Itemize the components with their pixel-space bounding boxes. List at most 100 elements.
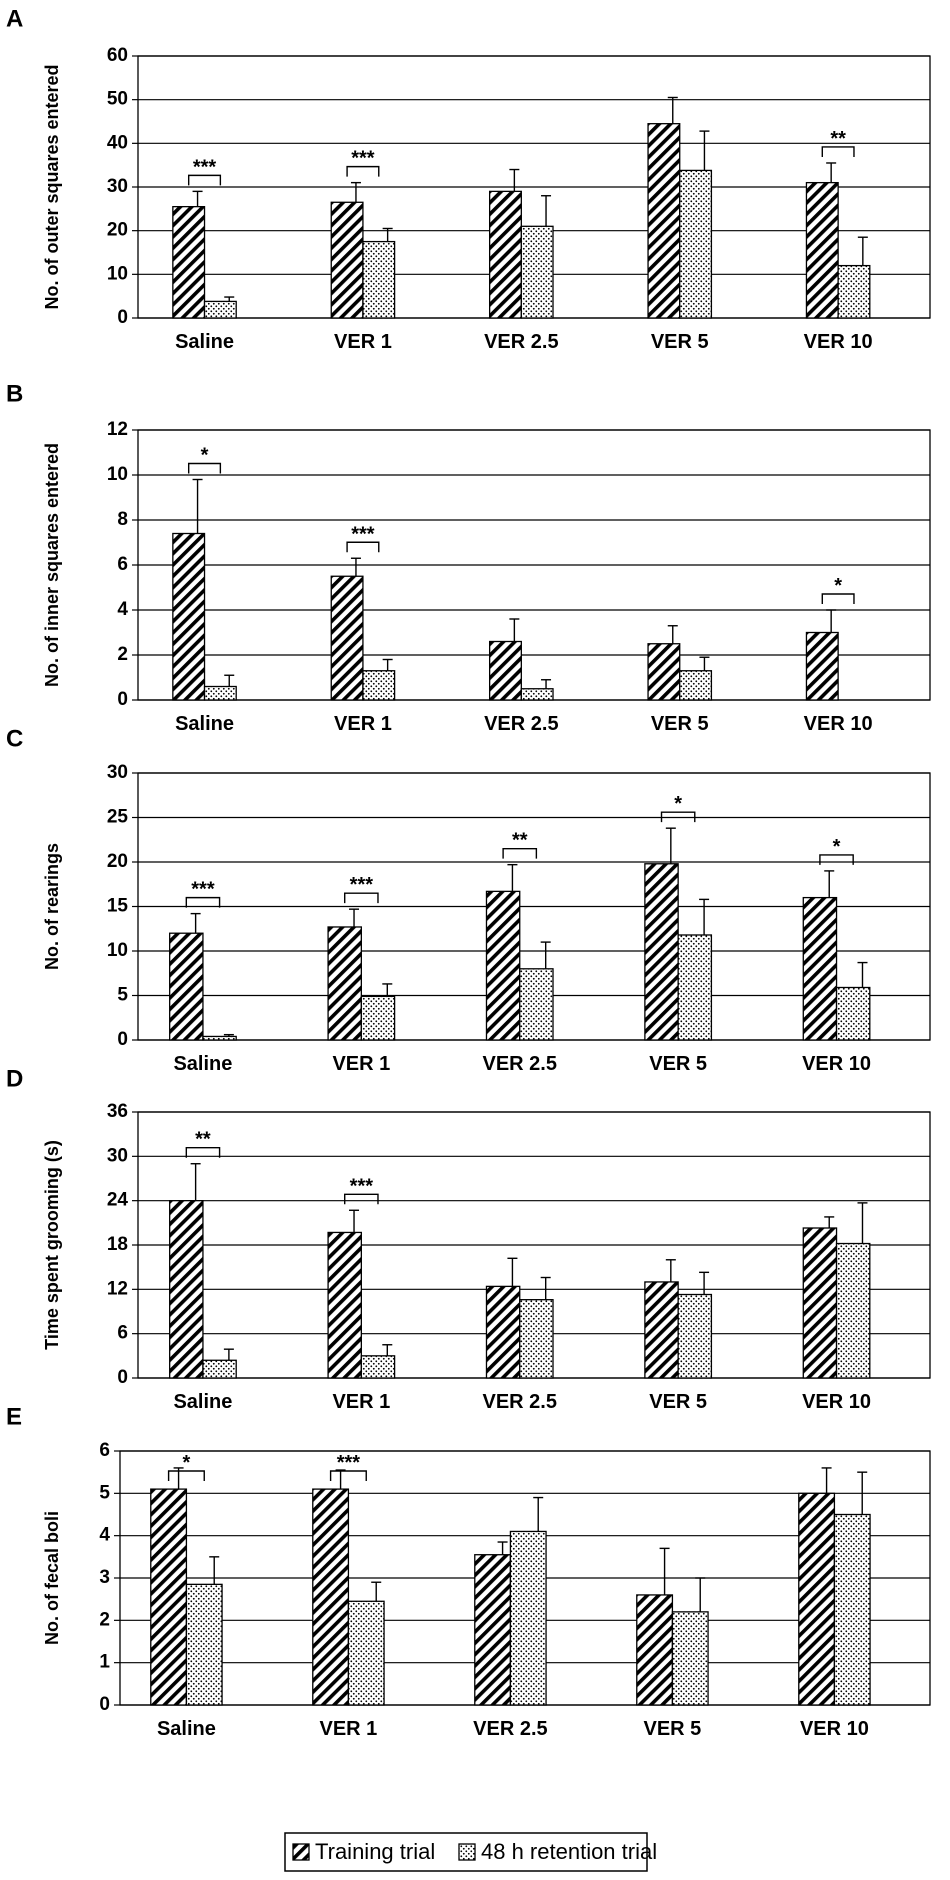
y-tick-label: 30 <box>107 762 128 783</box>
bar-training <box>172 532 206 701</box>
bar-training <box>474 1554 512 1706</box>
significance-label: * <box>674 793 682 815</box>
y-tick-label: 30 <box>107 176 128 197</box>
y-axis-label: No. of outer squares entered <box>42 64 62 309</box>
y-tick-label: 6 <box>117 1323 128 1344</box>
significance-bracket <box>346 541 380 553</box>
significance-label: * <box>183 1452 191 1474</box>
bar-training <box>488 190 522 319</box>
significance-label: ** <box>512 830 528 852</box>
y-tick-label: 50 <box>107 89 128 110</box>
x-tick-label: VER 1 <box>334 713 392 735</box>
y-tick-label: 15 <box>107 896 129 917</box>
x-tick-label: Saline <box>173 1391 232 1413</box>
y-tick-label: 2 <box>117 644 128 665</box>
significance-label: *** <box>350 874 374 896</box>
bar-training <box>169 1200 204 1379</box>
x-tick-label: VER 1 <box>320 1718 378 1740</box>
significance-label: *** <box>350 1175 374 1197</box>
bar-retention <box>519 1299 554 1379</box>
x-tick-label: VER 5 <box>651 331 709 353</box>
y-tick-label: 0 <box>99 1694 110 1715</box>
bar-retention <box>362 670 396 701</box>
y-tick-label: 24 <box>107 1190 129 1211</box>
y-tick-label: 18 <box>107 1234 128 1255</box>
x-tick-label: VER 10 <box>802 1391 871 1413</box>
y-axis-label: No. of rearings <box>42 843 62 970</box>
y-tick-label: 20 <box>107 220 128 241</box>
panel-letter-c: C <box>6 725 23 752</box>
legend-swatch-training <box>292 1843 310 1861</box>
bar-training <box>150 1488 188 1706</box>
x-tick-label: Saline <box>157 1718 216 1740</box>
significance-bracket <box>821 146 855 157</box>
bar-training <box>485 1285 521 1379</box>
bar-training <box>169 932 204 1041</box>
y-tick-label: 2 <box>99 1609 110 1630</box>
x-tick-label: VER 5 <box>651 713 709 735</box>
significance-label: ** <box>830 128 846 150</box>
panel-letter-d: D <box>6 1065 23 1092</box>
bar-training <box>644 1281 679 1379</box>
bar-retention <box>509 1530 547 1706</box>
significance-bracket <box>819 854 854 865</box>
significance-bracket <box>185 896 221 908</box>
x-tick-label: VER 5 <box>644 1718 702 1740</box>
y-tick-label: 0 <box>117 689 128 710</box>
x-tick-label: VER 10 <box>804 713 873 735</box>
y-tick-label: 40 <box>107 132 128 153</box>
bar-training <box>805 631 839 701</box>
y-tick-label: 6 <box>99 1440 110 1461</box>
bar-training <box>636 1594 674 1706</box>
y-tick-label: 36 <box>107 1101 128 1122</box>
significance-label: *** <box>351 523 375 545</box>
x-tick-label: Saline <box>173 1053 232 1075</box>
bar-training <box>330 575 364 701</box>
bar-training <box>327 1231 362 1379</box>
x-tick-label: VER 5 <box>649 1053 707 1075</box>
bar-training <box>802 896 838 1041</box>
bar-retention <box>362 240 396 319</box>
bar-retention <box>203 300 237 319</box>
significance-bracket <box>185 1147 221 1158</box>
significance-bracket <box>167 1470 205 1481</box>
y-tick-label: 5 <box>99 1482 110 1503</box>
bar-retention <box>347 1600 385 1706</box>
legend-label-training: Training trial <box>315 1839 435 1864</box>
bar-retention <box>203 685 237 701</box>
x-tick-label: VER 2.5 <box>483 1391 557 1413</box>
significance-label: *** <box>191 879 215 901</box>
significance-bracket <box>344 892 379 904</box>
y-axis-label: No. of inner squares entered <box>42 443 62 687</box>
bar-training <box>647 123 681 319</box>
bar-training <box>805 181 839 319</box>
bar-retention <box>679 169 713 319</box>
bar-training <box>312 1488 350 1706</box>
y-tick-label: 10 <box>107 940 128 961</box>
y-tick-label: 12 <box>107 419 128 440</box>
x-tick-label: VER 10 <box>800 1718 869 1740</box>
x-tick-label: VER 1 <box>332 1053 390 1075</box>
significance-bracket <box>660 811 696 823</box>
legend-swatch-retention <box>458 1843 476 1861</box>
bar-retention <box>677 934 713 1041</box>
y-tick-label: 8 <box>117 509 128 530</box>
bar-retention <box>679 670 713 701</box>
x-tick-label: VER 2.5 <box>484 713 558 735</box>
significance-bracket <box>187 462 222 474</box>
bar-retention <box>671 1611 709 1706</box>
y-tick-label: 3 <box>99 1567 110 1588</box>
significance-label: *** <box>351 148 375 170</box>
panel-letter-b: B <box>6 380 23 407</box>
y-tick-label: 5 <box>117 985 128 1006</box>
y-tick-label: 10 <box>107 464 128 485</box>
significance-label: * <box>833 836 841 858</box>
x-tick-label: VER 5 <box>649 1391 707 1413</box>
bar-retention <box>519 968 554 1041</box>
y-tick-label: 25 <box>107 807 129 828</box>
y-tick-label: 4 <box>99 1525 110 1546</box>
significance-label: * <box>201 445 209 467</box>
y-tick-label: 0 <box>117 1029 128 1050</box>
x-tick-label: Saline <box>175 331 234 353</box>
